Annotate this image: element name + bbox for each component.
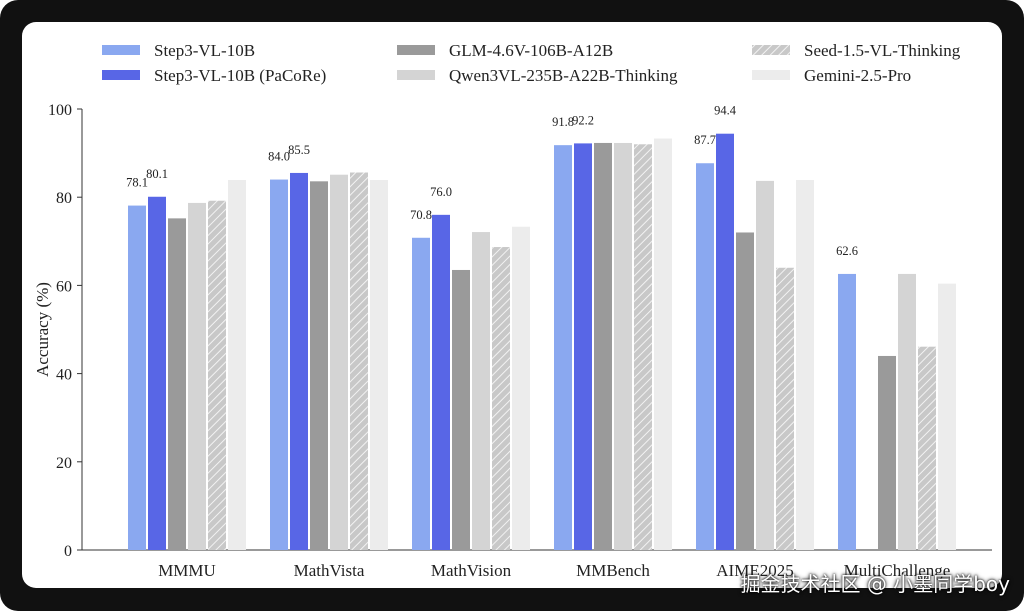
data-label: 92.2 <box>572 113 594 127</box>
bar <box>736 232 754 551</box>
bar <box>696 163 714 551</box>
y-tick-label: 60 <box>56 278 72 295</box>
watermark: 掘金技术社区 @ 小墨同学boy <box>740 572 1010 596</box>
data-label: 78.1 <box>126 176 148 190</box>
legend-item: GLM-4.6V-106B-A12B <box>397 41 613 60</box>
bar <box>188 202 206 551</box>
legend-item: Qwen3VL-235B-A22B-Thinking <box>397 66 678 85</box>
data-label: 62.6 <box>836 244 858 258</box>
data-label: 85.5 <box>288 143 310 157</box>
bar <box>838 273 856 550</box>
data-label: 76.0 <box>430 185 452 199</box>
legend-label: GLM-4.6V-106B-A12B <box>449 41 613 60</box>
bar <box>654 138 672 550</box>
data-label: 87.7 <box>694 133 716 147</box>
y-tick-label: 40 <box>56 367 72 384</box>
bar <box>554 145 572 551</box>
bar <box>228 180 246 550</box>
data-label: 94.4 <box>714 104 737 118</box>
axes: 0 20 40 60 80 100 Accuracy (%) MMMU MathVista Mat… <box>33 102 992 580</box>
legend-label: Step3-VL-10B <box>154 41 255 60</box>
bar <box>614 142 632 550</box>
bar <box>938 283 956 550</box>
x-tick-label: AIME2025 <box>716 561 793 580</box>
legend-swatch <box>397 70 435 80</box>
chart-card: Step3-VL-10B Step3-VL-10B (PaCoRe) GLM-4.6… <box>22 22 1002 588</box>
x-tick-label: MMBench <box>576 561 650 580</box>
bar <box>270 179 288 550</box>
x-tick-label: MathVision <box>431 561 512 580</box>
data-label: 80.1 <box>146 167 168 181</box>
x-tick-label: MathVista <box>294 561 365 580</box>
data-label: 70.8 <box>410 208 432 222</box>
bar <box>290 172 308 550</box>
bar <box>918 346 936 550</box>
bar <box>594 142 612 550</box>
x-tick-label: MultiChallenge <box>844 561 951 580</box>
x-tick-label: MMMU <box>158 561 216 580</box>
bar <box>756 180 774 550</box>
bar <box>512 226 530 550</box>
bars <box>128 133 956 551</box>
legend-swatch <box>102 45 140 55</box>
y-tick-label: 0 <box>64 543 72 560</box>
bar-chart: Step3-VL-10B Step3-VL-10B (PaCoRe) GLM-4.6… <box>33 41 992 580</box>
bar <box>492 247 510 550</box>
y-tick-label: 80 <box>56 190 72 207</box>
bar <box>878 355 896 550</box>
y-tick-label: 100 <box>48 102 72 119</box>
bar <box>796 180 814 550</box>
bar <box>472 232 490 550</box>
bar <box>634 144 652 550</box>
bar <box>716 133 734 551</box>
legend-item: Seed-1.5-VL-Thinking <box>752 41 961 60</box>
data-labels: 78.180.1 84.085.5 70.8 76.0 91.892.2 87.7 94.4… <box>126 104 858 258</box>
bar <box>574 143 592 550</box>
legend-label: Qwen3VL-235B-A22B-Thinking <box>449 66 678 85</box>
legend-item: Step3-VL-10B <box>102 41 255 60</box>
legend-swatch <box>752 45 790 55</box>
legend: Step3-VL-10B Step3-VL-10B (PaCoRe) GLM-4.6… <box>102 41 961 85</box>
legend-item: Gemini-2.5-Pro <box>752 66 911 85</box>
bar <box>208 200 226 550</box>
legend-item: Step3-VL-10B (PaCoRe) <box>102 66 326 85</box>
bar <box>330 174 348 551</box>
bar <box>350 172 368 550</box>
y-tick-label: 20 <box>56 455 72 472</box>
bar <box>128 205 146 551</box>
data-label: 91.8 <box>552 115 574 129</box>
bar <box>310 181 328 550</box>
data-label: 84.0 <box>268 150 290 164</box>
legend-label: Step3-VL-10B (PaCoRe) <box>154 66 326 85</box>
bar <box>432 214 450 550</box>
y-axis-label: Accuracy (%) <box>33 282 52 377</box>
legend-label: Seed-1.5-VL-Thinking <box>804 41 961 60</box>
bar <box>412 237 430 550</box>
bar <box>148 196 166 550</box>
bar <box>776 267 794 550</box>
bar <box>370 180 388 550</box>
legend-swatch <box>397 45 435 55</box>
bar <box>898 273 916 550</box>
bar <box>168 218 186 551</box>
legend-swatch <box>102 70 140 80</box>
bar <box>452 269 470 550</box>
legend-label: Gemini-2.5-Pro <box>804 66 911 85</box>
legend-swatch <box>752 70 790 80</box>
